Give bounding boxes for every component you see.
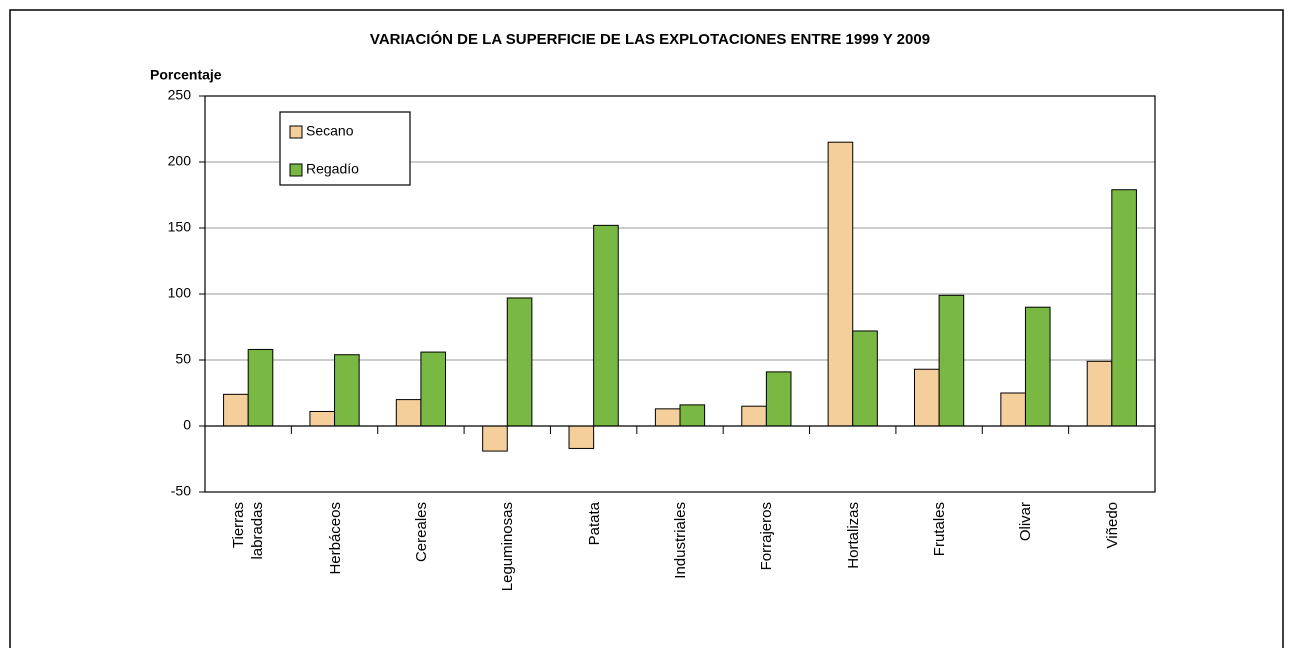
legend-swatch xyxy=(289,163,303,177)
x-tick-label: Herbáceos xyxy=(326,502,344,575)
legend-swatch xyxy=(289,125,303,139)
y-tick-label: 100 xyxy=(168,285,192,301)
bar xyxy=(1024,306,1051,427)
x-tick-label: Viñedo xyxy=(1103,502,1121,549)
y-tick-label: 200 xyxy=(168,153,192,169)
y-tick-label: 50 xyxy=(175,351,191,367)
y-axis-label: Porcentaje xyxy=(150,67,222,83)
bar xyxy=(420,351,447,427)
bar xyxy=(334,354,360,427)
x-tick-label: Hortalizas xyxy=(844,502,862,569)
x-tick-label: Patata xyxy=(585,502,603,546)
y-tick-label: 150 xyxy=(168,219,192,235)
x-tick-label: Leguminosas xyxy=(498,502,516,592)
x-tick-label: Industriales xyxy=(671,502,689,579)
x-tick-label: Olivar xyxy=(1016,502,1034,542)
bar xyxy=(482,425,508,452)
bar xyxy=(568,425,595,449)
bar xyxy=(679,404,706,427)
bar xyxy=(827,141,854,427)
x-tick-label: Frutales xyxy=(930,502,948,557)
legend-label: Secano xyxy=(306,123,354,139)
bar xyxy=(1086,360,1113,427)
bar xyxy=(593,224,619,427)
bar xyxy=(654,408,681,427)
frame xyxy=(9,9,1284,648)
bar xyxy=(913,368,940,427)
x-tick-label: Forrajeros xyxy=(757,502,775,571)
bar xyxy=(765,371,792,427)
bar xyxy=(741,405,767,427)
y-tick-label: 250 xyxy=(168,87,192,103)
legend-label: Regadío xyxy=(306,161,359,177)
chart-title: VARIACIÓN DE LA SUPERFICIE DE LAS EXPLOT… xyxy=(370,30,930,48)
y-tick-label: -50 xyxy=(171,483,191,499)
bar xyxy=(506,297,533,427)
plot-frame xyxy=(204,95,1156,493)
bar xyxy=(852,330,878,427)
bar xyxy=(247,348,274,427)
bar xyxy=(223,393,249,427)
bar xyxy=(395,399,422,427)
bar xyxy=(938,294,965,427)
bar xyxy=(1000,392,1026,427)
x-tick-label: Cereales xyxy=(412,502,430,563)
bar xyxy=(309,410,336,427)
bar xyxy=(1111,189,1137,427)
y-tick-label: 0 xyxy=(183,417,191,433)
x-tick-label: Tierras labradas xyxy=(230,502,267,560)
